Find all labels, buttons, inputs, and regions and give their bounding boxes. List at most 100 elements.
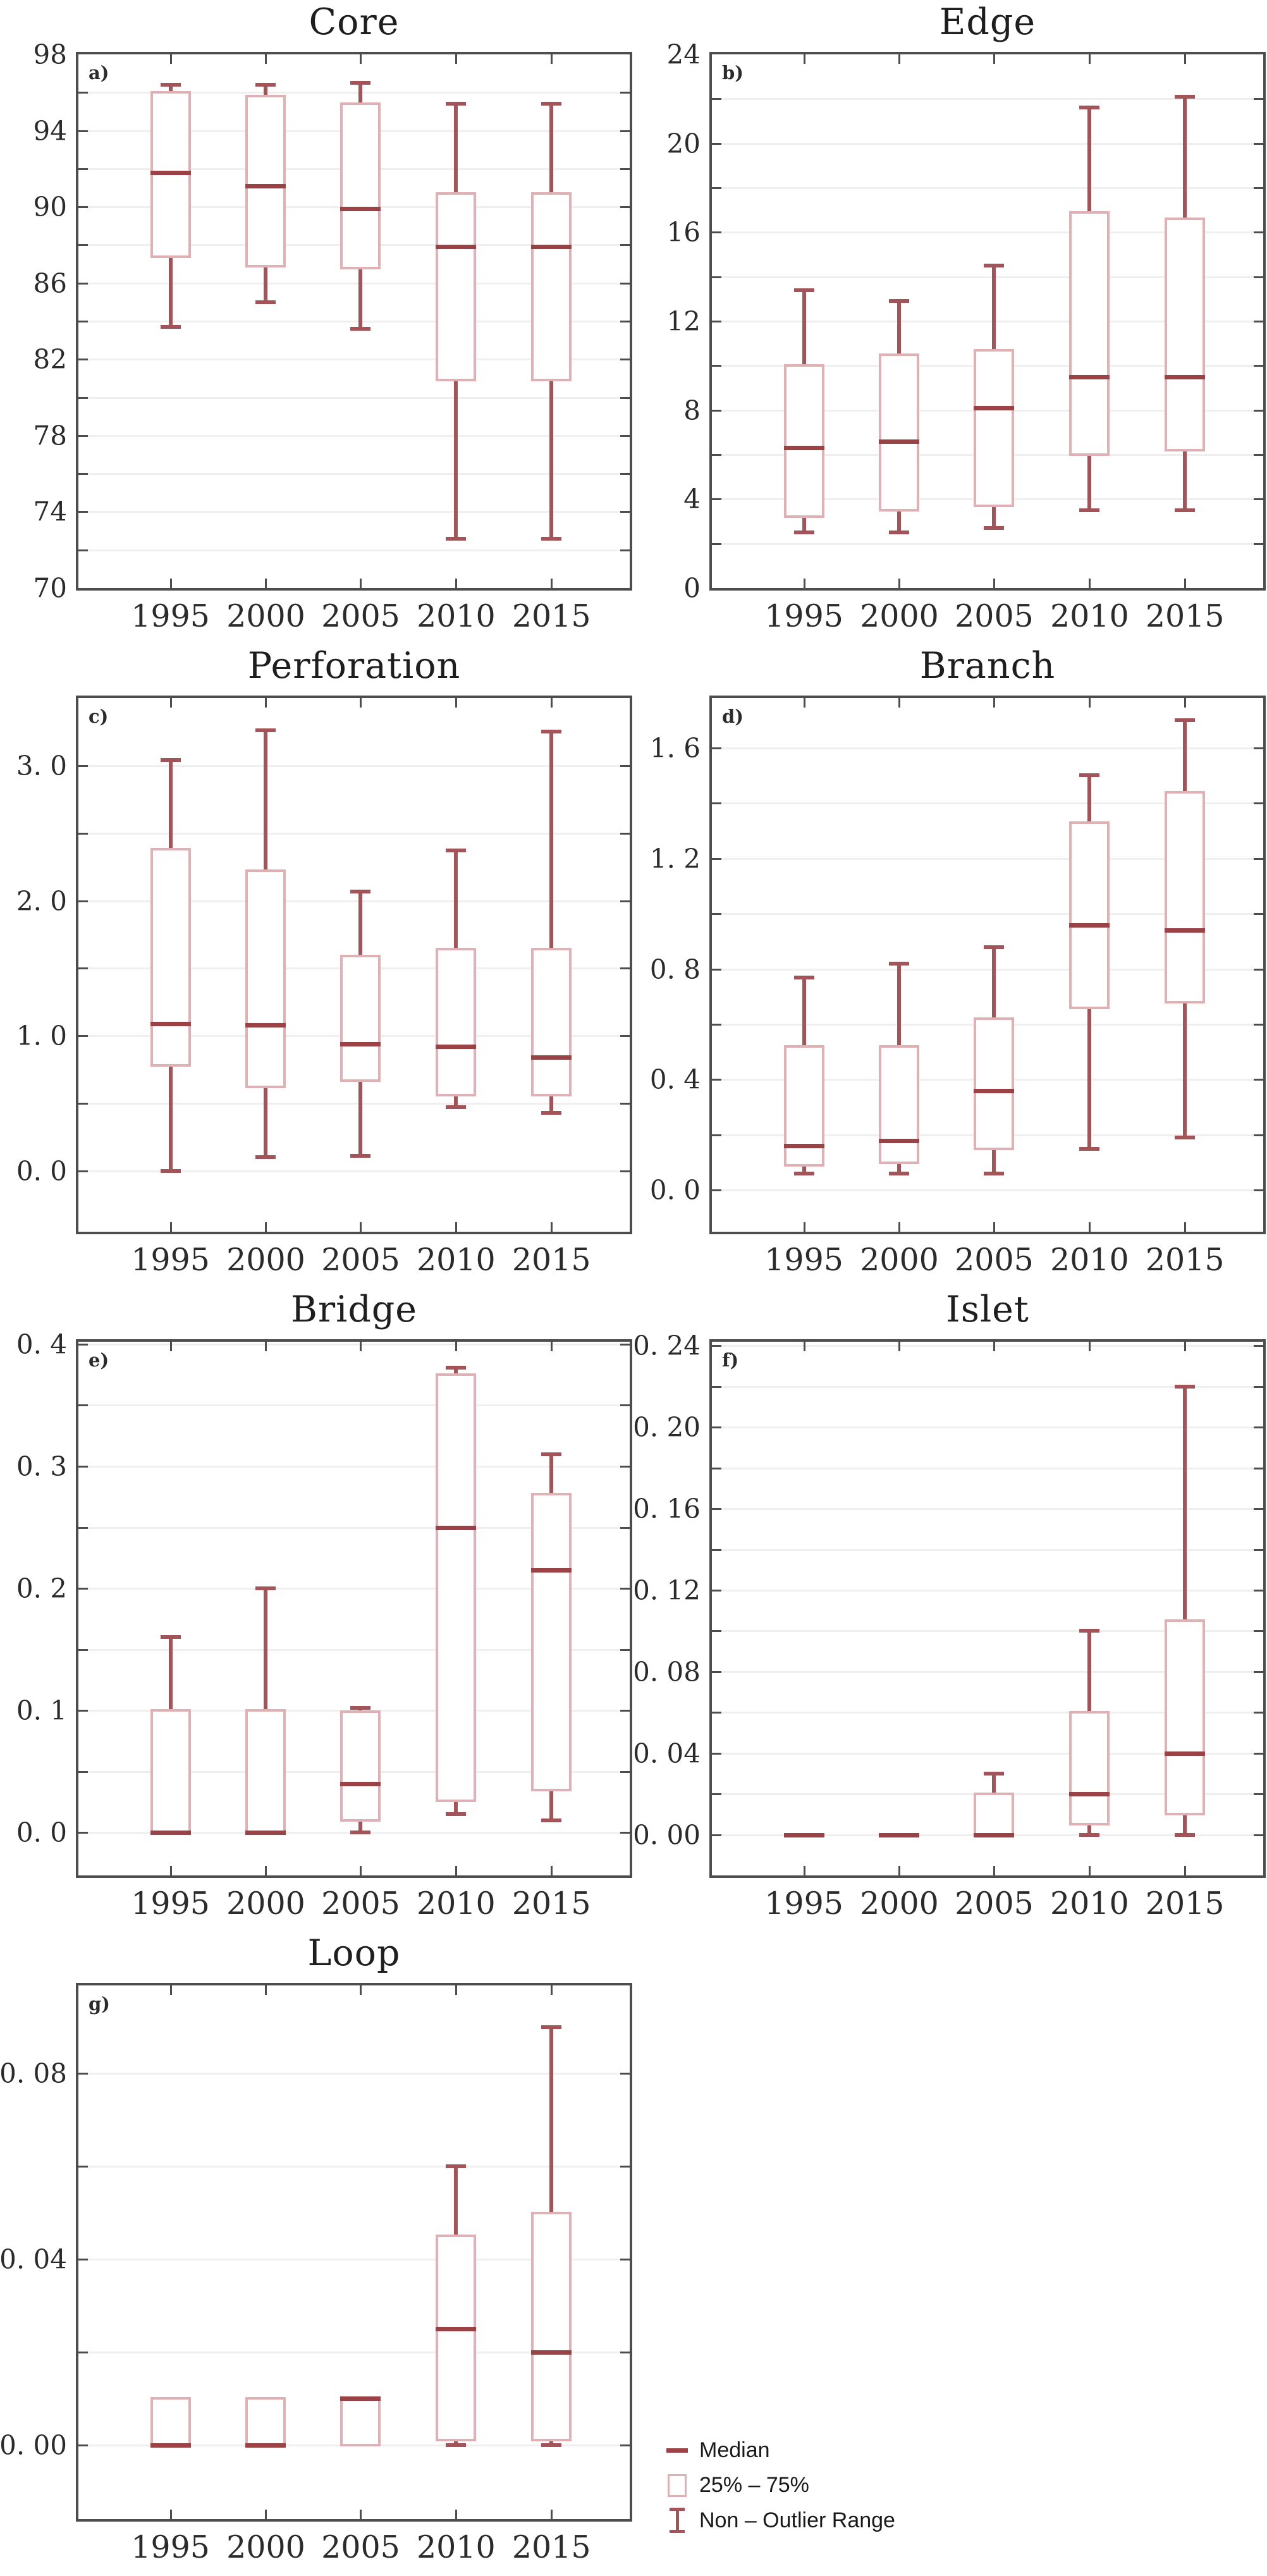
gridline — [78, 396, 630, 399]
y-tick-mark — [620, 1588, 630, 1590]
y-tick-mark — [78, 2259, 88, 2260]
whisker-cap — [793, 288, 814, 292]
median-line — [531, 1055, 572, 1060]
x-axis-tick-label: 2010 — [416, 1242, 496, 1278]
x-tick-mark — [993, 579, 996, 588]
median-line — [974, 1832, 1015, 1837]
median-line — [245, 2443, 286, 2448]
x-tick-mark — [551, 54, 553, 64]
whisker-ibeam-icon — [669, 2508, 685, 2533]
y-tick-mark — [78, 511, 88, 513]
y-tick-mark — [1254, 1024, 1263, 1026]
panel-title: Loop — [307, 1932, 401, 1974]
gridline — [78, 2351, 630, 2353]
y-axis-tick-label: 78 — [33, 420, 67, 451]
whisker-cap — [446, 2164, 467, 2169]
x-axis-tick-label: 1995 — [764, 598, 843, 634]
y-tick-mark — [78, 1170, 88, 1172]
y-tick-mark — [620, 473, 630, 475]
x-tick-mark — [360, 54, 362, 64]
legend-item-nonoutlier: Non – Outlier Range — [663, 2508, 895, 2533]
y-axis-tick-label: 74 — [33, 496, 67, 527]
iqr-box — [1069, 1711, 1110, 1826]
y-tick-mark — [78, 2351, 88, 2353]
y-tick-mark — [620, 1648, 630, 1651]
gridline — [712, 1345, 1263, 1347]
legend-item-iqr: 25% – 75% — [663, 2473, 895, 2498]
y-axis-tick-label: 0. 2 — [16, 1573, 67, 1604]
y-tick-mark — [78, 1465, 88, 1468]
x-tick-mark — [169, 1866, 172, 1875]
x-axis-tick-label: 2015 — [1145, 598, 1225, 634]
whisker-cap — [1175, 1384, 1196, 1389]
gridline — [712, 1549, 1263, 1551]
iqr-box — [150, 848, 191, 1067]
panel-title: Islet — [946, 1289, 1029, 1330]
y-tick-mark — [620, 1343, 630, 1346]
x-axis-tick-label: 2005 — [321, 1242, 400, 1278]
y-tick-mark — [712, 142, 721, 145]
y-tick-mark — [1254, 98, 1263, 101]
whisker-cap — [350, 327, 371, 331]
y-tick-mark — [712, 1426, 721, 1429]
y-tick-mark — [78, 900, 88, 902]
iqr-box — [150, 1709, 191, 1834]
y-axis-tick-label: 0. 0 — [649, 1174, 701, 1206]
gridline — [712, 1671, 1263, 1673]
iqr-box — [531, 948, 572, 1097]
whisker-cap — [1079, 1832, 1100, 1837]
y-tick-mark — [712, 1834, 721, 1836]
whisker-cap — [446, 849, 467, 853]
y-tick-mark — [712, 276, 721, 278]
x-axis-tick-label: 2010 — [416, 598, 496, 634]
y-tick-mark — [1254, 543, 1263, 545]
x-tick-mark — [265, 54, 267, 64]
y-tick-mark — [1254, 365, 1263, 367]
x-axis-tick-label: 1995 — [764, 1886, 843, 1922]
whisker-cap — [160, 83, 181, 87]
panel-title: Bridge — [290, 1289, 418, 1330]
x-tick-mark — [551, 698, 553, 708]
iqr-box — [245, 869, 286, 1089]
whisker-cap — [446, 1365, 467, 1370]
gridline — [712, 98, 1263, 101]
iqr-box — [245, 1709, 286, 1834]
y-tick-mark — [620, 2351, 630, 2353]
x-axis-tick-label: 2000 — [226, 598, 305, 634]
gridline — [78, 434, 630, 437]
y-axis-tick-label: 1. 6 — [649, 732, 701, 764]
whisker-cap — [446, 536, 467, 541]
x-axis-tick-label: 2010 — [1050, 598, 1129, 634]
x-axis-tick-label: 2000 — [226, 2529, 305, 2565]
median-dash-icon — [666, 2448, 688, 2453]
x-tick-mark — [455, 1985, 458, 1995]
y-tick-mark — [1254, 142, 1263, 145]
whisker-cap — [984, 1771, 1005, 1776]
x-tick-mark — [455, 2510, 458, 2519]
x-tick-mark — [1089, 1222, 1091, 1232]
panel-islet: Islet 0. 24 0. 20 0. 16 0. 12 0. 08 0. 04 0. 00… — [633, 1287, 1267, 1931]
x-tick-mark — [803, 1866, 805, 1875]
whisker-cap — [541, 2443, 562, 2447]
x-tick-mark — [265, 698, 267, 708]
whisker-cap — [1079, 1629, 1100, 1633]
gridline — [78, 511, 630, 513]
x-tick-mark — [803, 579, 805, 588]
panel-title: Branch — [919, 645, 1056, 687]
whisker-cap — [984, 264, 1005, 268]
x-axis-tick-label: 2015 — [511, 2529, 591, 2565]
whisker-cap — [541, 2025, 562, 2030]
panel-perforation: Perforation 3. 0 2. 0 1. 0 0. 0 c) 1995 2000 200… — [0, 644, 634, 1287]
y-tick-mark — [78, 549, 88, 551]
x-axis-tick-label: 2005 — [321, 2529, 400, 2565]
x-tick-mark — [360, 1222, 362, 1232]
y-tick-mark — [1254, 1385, 1263, 1388]
median-line — [974, 1088, 1015, 1093]
y-tick-mark — [712, 1549, 721, 1551]
iqr-box — [150, 2397, 191, 2446]
x-tick-mark — [169, 54, 172, 64]
x-tick-mark — [1184, 1342, 1187, 1351]
iqr-box-icon — [668, 2474, 687, 2497]
gridline — [712, 802, 1263, 805]
iqr-box — [340, 955, 381, 1082]
